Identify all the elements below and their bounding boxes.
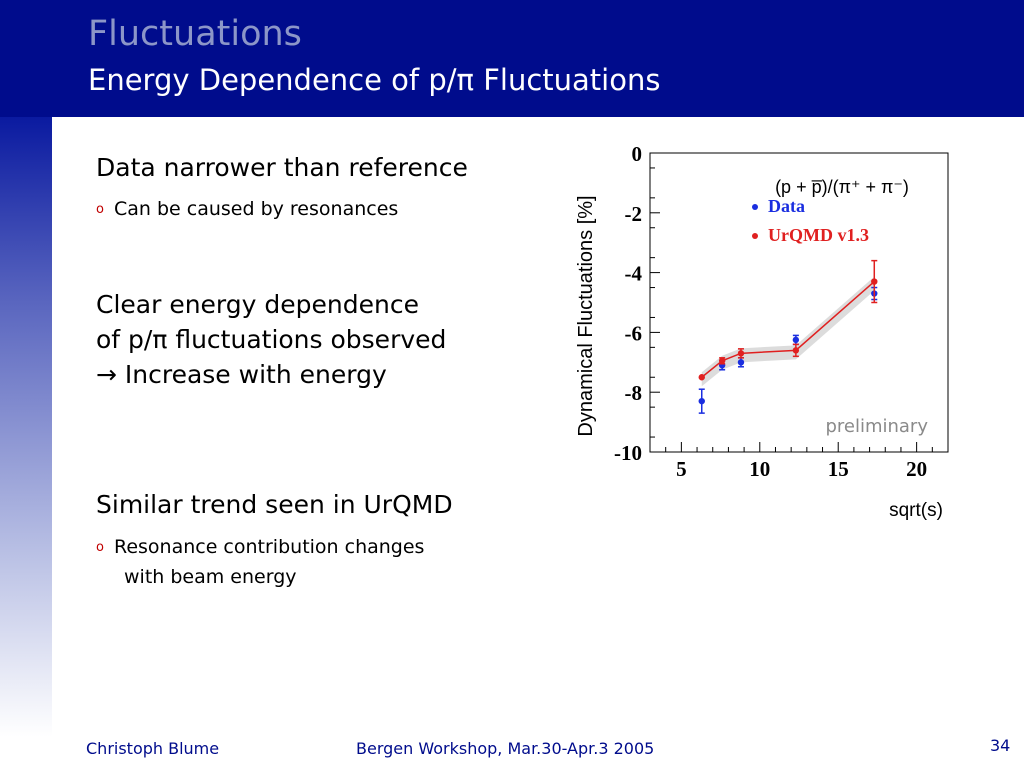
- page-number: 34: [990, 736, 1011, 755]
- data-point: [737, 359, 745, 366]
- data-point: [792, 336, 800, 344]
- decorative-gradient-bar: [0, 117, 52, 737]
- section1-heading: Data narrower than reference: [96, 153, 468, 182]
- section2-line3: → Increase with energy: [96, 360, 387, 389]
- y-tick-label: -4: [625, 262, 643, 286]
- footer-event: Bergen Workshop, Mar.30-Apr.3 2005: [356, 739, 655, 758]
- y-tick-label: -2: [625, 202, 643, 226]
- section3-bullet-text: Resonance contribution changes: [113, 536, 425, 558]
- data-point: [737, 350, 745, 357]
- y-tick-label: -6: [625, 321, 643, 345]
- slide-subtitle: Energy Dependence of p/π Fluctuations: [88, 63, 661, 97]
- section3-bullet-continuation: with beam energy: [124, 566, 297, 588]
- series-urqmd: [698, 259, 878, 381]
- legend-label: UrQMD v1.3: [768, 225, 869, 245]
- legend-marker: [752, 233, 758, 239]
- x-tick-label: 10: [749, 457, 770, 481]
- data-point: [698, 374, 705, 381]
- section2-line1: Clear energy dependence: [96, 290, 419, 319]
- data-point: [718, 357, 726, 365]
- legend-label: Data: [768, 196, 805, 216]
- x-tick-label: 15: [828, 457, 849, 481]
- footer-author: Christoph Blume: [86, 739, 220, 758]
- section1-bullet: o Can be caused by resonances: [96, 194, 398, 225]
- x-tick-label: 5: [676, 457, 687, 481]
- section1-bullet-text: Can be caused by resonances: [113, 198, 399, 220]
- section3-bullet: o Resonance contribution changes: [96, 532, 424, 563]
- slide-header: Fluctuations Energy Dependence of p/π Fl…: [0, 0, 1024, 117]
- preliminary-annotation: preliminary: [825, 416, 928, 437]
- x-axis: 5 10 15 20: [649, 442, 949, 481]
- y-tick-label: 0: [632, 142, 643, 166]
- data-point: [698, 397, 705, 405]
- systematic-bands: [701, 276, 875, 387]
- section2-line2: of p/π fluctuations observed: [96, 325, 447, 354]
- y-tick-label: -8: [625, 381, 643, 405]
- section3-heading: Similar trend seen in UrQMD: [96, 490, 453, 519]
- fluctuations-chart: 0 -2 -4 -6 -8 -10 5 10 15 20 Dynamical Fluctuati…: [575, 142, 949, 521]
- slide-title: Fluctuations: [88, 14, 302, 54]
- y-tick-label: -10: [614, 441, 642, 465]
- legend-title: (p + p̅)/(π⁺ + π⁻): [775, 177, 909, 197]
- data-point: [792, 347, 800, 354]
- legend-marker: [752, 204, 758, 210]
- uncertainty-band: [701, 276, 875, 387]
- x-axis-label: sqrt(s): [889, 500, 943, 521]
- y-axis: 0 -2 -4 -6 -8 -10: [614, 142, 660, 465]
- legend: Data UrQMD v1.3: [752, 196, 869, 245]
- y-axis-label: Dynamical Fluctuations [%]: [575, 195, 597, 436]
- bullet-circle-icon: o: [96, 540, 104, 555]
- x-tick-label: 20: [906, 457, 927, 481]
- data-point: [871, 278, 878, 285]
- bullet-circle-icon: o: [96, 202, 104, 217]
- series-group: [698, 259, 878, 414]
